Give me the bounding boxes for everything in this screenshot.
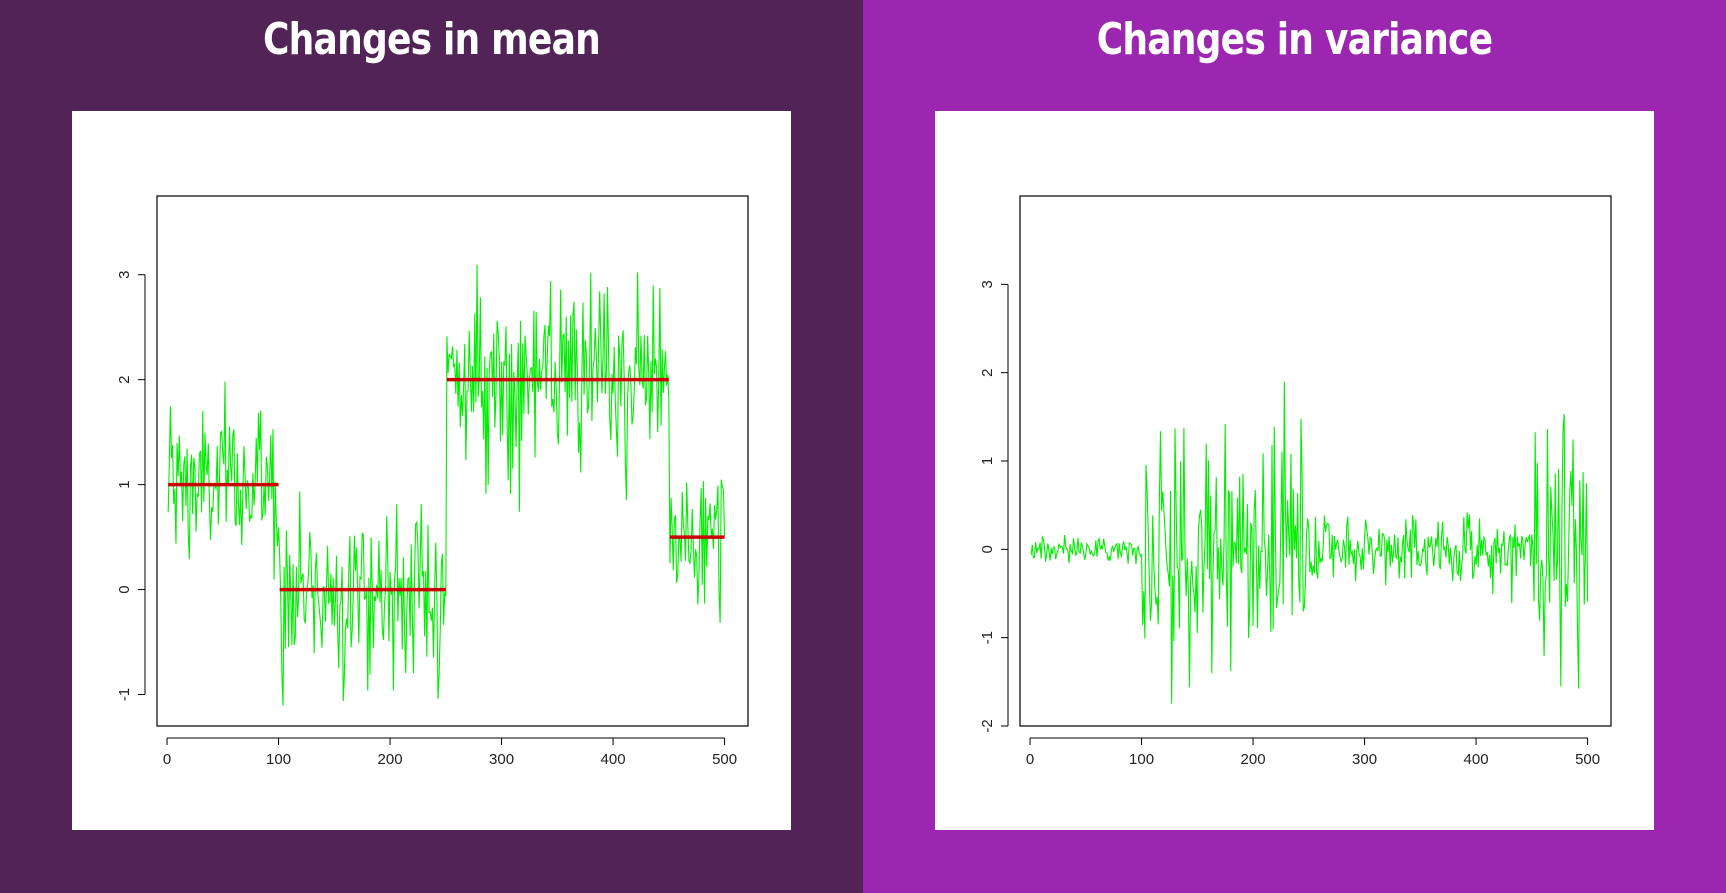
- left-panel: Changes in mean 0 100 200 300 400 500 -1 0 1 2 3: [0, 0, 863, 893]
- x-tick-label: 300: [489, 751, 514, 768]
- x-tick-label: 400: [601, 751, 626, 768]
- y-tick-label: 0: [979, 545, 996, 553]
- x-tick-label: 500: [712, 751, 737, 768]
- x-tick-label: 0: [1026, 751, 1034, 768]
- chart-title: Changes in variance: [1096, 14, 1493, 65]
- y-tick-label: -1: [116, 688, 133, 701]
- series-line: [167, 264, 726, 706]
- x-tick-label: 300: [1352, 751, 1377, 768]
- y-tick-label: -2: [979, 719, 996, 732]
- chart-card-variance: 0 100 200 300 400 500 -2 -1 0 1 2 3: [935, 111, 1654, 830]
- x-tick-label: 200: [1241, 751, 1266, 768]
- x-tick-label: 500: [1575, 751, 1600, 768]
- x-tick-label: 400: [1464, 751, 1489, 768]
- chart-changes-in-variance: 0 100 200 300 400 500 -2 -1 0 1 2 3: [979, 195, 1612, 768]
- x-tick-label: 0: [163, 751, 171, 768]
- y-tick-label: 1: [979, 457, 996, 465]
- chart-card-mean: 0 100 200 300 400 500 -1 0 1 2 3: [72, 111, 791, 830]
- y-tick-label: 1: [116, 480, 133, 488]
- y-tick-label: 0: [116, 585, 133, 593]
- x-tick-label: 100: [266, 751, 291, 768]
- series-line: [1030, 381, 1589, 704]
- y-tick-label: 3: [979, 280, 996, 288]
- plot-frame: [1019, 195, 1612, 727]
- chart-title: Changes in mean: [263, 14, 601, 65]
- y-tick-label: 2: [979, 368, 996, 376]
- y-tick-label: 3: [116, 271, 133, 279]
- y-tick-label: -1: [979, 631, 996, 644]
- x-tick-label: 200: [378, 751, 403, 768]
- x-tick-label: 100: [1129, 751, 1154, 768]
- plot-frame: [156, 195, 749, 727]
- chart-changes-in-mean: 0 100 200 300 400 500 -1 0 1 2 3: [116, 195, 749, 768]
- y-tick-label: 2: [116, 375, 133, 383]
- right-panel: Changes in variance 0 100 200 300 400 500 -2 -1…: [863, 0, 1726, 893]
